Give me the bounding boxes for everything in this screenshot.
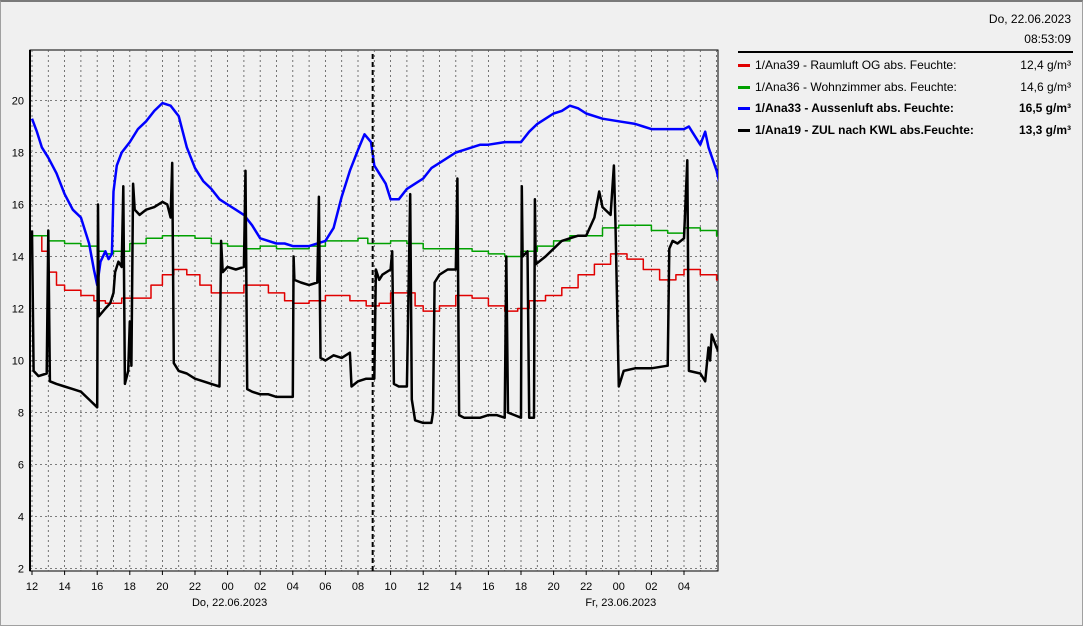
x-tick-label: 18 [124, 581, 136, 593]
legend-divider [738, 51, 1073, 53]
x-tick-label: 14 [58, 581, 70, 593]
legend-swatch [738, 86, 750, 89]
x-tick-label: 04 [678, 581, 690, 593]
y-tick-label: 14 [12, 252, 24, 264]
y-tick-label: 16 [12, 200, 24, 212]
legend-item-ana19[interactable]: 1/Ana19 - ZUL nach KWL abs.Feuchte: 13,3… [738, 123, 1073, 139]
x-tick-label: 12 [417, 581, 429, 593]
legend-value: 16,5 g/m³ [1018, 101, 1071, 115]
legend-value: 13,3 g/m³ [1018, 123, 1071, 137]
x-tick-label: 10 [384, 581, 396, 593]
x-tick-label: 00 [221, 581, 233, 593]
x-tick-label: 14 [450, 581, 462, 593]
x-tick-label: 16 [91, 581, 103, 593]
x-tick-label: 16 [482, 581, 494, 593]
cursor-time: 08:53:09 [1024, 32, 1071, 46]
y-tick-label: 10 [12, 356, 24, 368]
y-tick-label: 8 [18, 408, 24, 420]
y-tick-label: 4 [18, 512, 24, 524]
x-tick-label: 02 [645, 581, 657, 593]
legend-value: 12,4 g/m³ [1020, 58, 1071, 72]
x-tick-label: 22 [189, 581, 201, 593]
legend-label: 1/Ana39 - Raumluft OG abs. Feuchte: [755, 58, 957, 72]
series-line-0 [32, 234, 718, 312]
legend-swatch [738, 64, 750, 67]
legend-label: 1/Ana36 - Wohnzimmer abs. Feuchte: [755, 80, 957, 94]
y-tick-label: 18 [12, 148, 24, 160]
x-date-label: Fr, 23.06.2023 [585, 597, 656, 609]
legend-swatch [738, 107, 750, 110]
series-line-3 [30, 159, 718, 425]
legend-label: 1/Ana19 - ZUL nach KWL abs.Feuchte: [755, 123, 974, 137]
x-tick-label: 22 [580, 581, 592, 593]
legend-value: 14,6 g/m³ [1020, 80, 1071, 94]
x-tick-label: 08 [352, 581, 364, 593]
legend-swatch [738, 129, 750, 132]
x-tick-label: 20 [156, 581, 168, 593]
y-tick-label: 2 [18, 564, 24, 576]
y-tick-label: 12 [12, 304, 24, 316]
x-tick-label: 04 [287, 581, 299, 593]
x-tick-label: 20 [547, 581, 559, 593]
y-tick-label: 20 [12, 96, 24, 108]
x-tick-label: 18 [515, 581, 527, 593]
series-line-1 [32, 224, 718, 258]
x-tick-label: 00 [613, 581, 625, 593]
x-date-label: Do, 22.06.2023 [192, 597, 267, 609]
legend-item-ana39[interactable]: 1/Ana39 - Raumluft OG abs. Feuchte: 12,4… [738, 58, 1073, 74]
x-tick-label: 12 [26, 581, 38, 593]
legend-item-ana36[interactable]: 1/Ana36 - Wohnzimmer abs. Feuchte: 14,6 … [738, 80, 1073, 96]
cursor-date: Do, 22.06.2023 [988, 12, 1071, 26]
legend-item-ana33[interactable]: 1/Ana33 - Aussenluft abs. Feuchte: 16,5 … [738, 101, 1073, 117]
series-line-2 [30, 101, 718, 287]
legend-label: 1/Ana33 - Aussenluft abs. Feuchte: [755, 101, 954, 115]
x-tick-label: 02 [254, 581, 266, 593]
y-tick-label: 6 [18, 460, 24, 472]
x-tick-label: 06 [319, 581, 331, 593]
